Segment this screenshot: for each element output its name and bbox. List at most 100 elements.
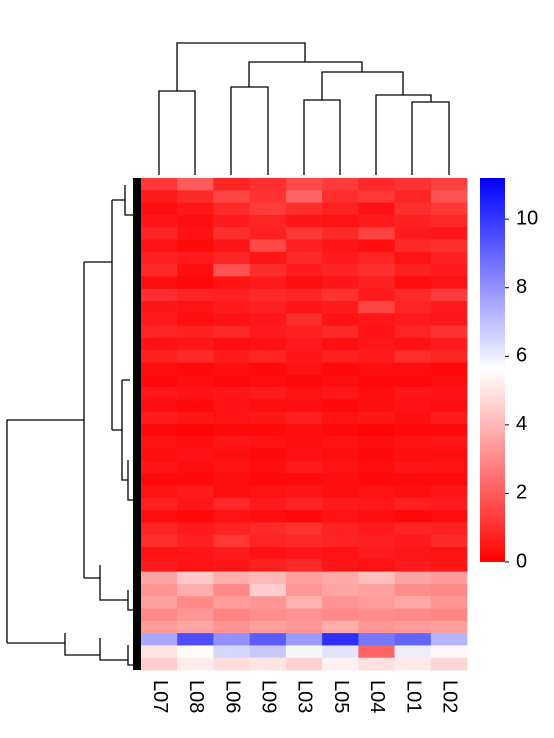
cell	[394, 583, 432, 597]
cell	[177, 633, 214, 646]
column-label: L05	[330, 680, 352, 713]
cell	[249, 608, 287, 622]
cell	[358, 399, 395, 413]
cell	[177, 337, 214, 351]
cell	[394, 276, 432, 290]
cell	[285, 202, 323, 216]
cell	[177, 301, 214, 314]
cell	[213, 596, 251, 609]
cell	[358, 460, 395, 474]
cell	[141, 522, 178, 536]
cell	[322, 571, 359, 585]
cell	[285, 608, 323, 622]
cell	[285, 645, 323, 659]
cell	[430, 633, 468, 646]
cell	[249, 522, 287, 536]
cell	[430, 178, 468, 191]
cell	[249, 350, 287, 363]
cell	[322, 633, 359, 646]
cell	[249, 374, 287, 388]
cell	[177, 214, 214, 228]
cell	[358, 596, 395, 609]
cell	[430, 485, 468, 499]
cell	[141, 239, 178, 253]
cell	[177, 522, 214, 536]
cell	[213, 424, 251, 437]
cell	[358, 325, 395, 339]
cell	[177, 325, 214, 339]
cell	[141, 288, 178, 302]
cell	[285, 350, 323, 363]
cell	[177, 313, 214, 326]
cell	[141, 350, 178, 363]
cell	[322, 645, 359, 659]
cell	[213, 485, 251, 499]
cell	[394, 313, 432, 326]
cell	[358, 276, 395, 290]
cell	[249, 510, 287, 523]
cell	[213, 522, 251, 536]
cell	[285, 473, 323, 486]
cell	[358, 264, 395, 277]
cell	[213, 264, 251, 277]
cell	[249, 620, 287, 634]
cell	[394, 547, 432, 560]
cell	[141, 313, 178, 326]
cell	[394, 239, 432, 253]
column-label: L04	[366, 680, 388, 713]
cell	[394, 596, 432, 609]
cell	[285, 399, 323, 413]
cell	[177, 657, 214, 671]
cell	[430, 497, 468, 511]
cell	[177, 608, 214, 622]
cell	[141, 202, 178, 216]
cell	[213, 534, 251, 548]
cell	[213, 608, 251, 622]
cell	[322, 387, 359, 400]
cell	[177, 448, 214, 462]
cell	[322, 288, 359, 302]
cell	[177, 645, 214, 659]
cell	[358, 547, 395, 560]
color-key-label: 2	[516, 482, 527, 504]
cell	[249, 190, 287, 203]
cell	[141, 608, 178, 622]
cell	[177, 547, 214, 560]
column-label: L09	[257, 680, 279, 713]
cell	[141, 497, 178, 511]
cell	[285, 251, 323, 265]
cell	[358, 645, 395, 659]
cell	[249, 288, 287, 302]
color-key	[480, 178, 505, 562]
cell	[394, 288, 432, 302]
cell	[177, 288, 214, 302]
cell	[213, 239, 251, 253]
cell	[141, 424, 178, 437]
cell	[358, 633, 395, 646]
cell	[322, 301, 359, 314]
cell	[213, 227, 251, 240]
cell	[177, 202, 214, 216]
cell	[285, 301, 323, 314]
cell	[358, 497, 395, 511]
cell	[177, 411, 214, 425]
cell	[177, 559, 214, 572]
cell	[322, 202, 359, 216]
cell	[394, 374, 432, 388]
cell	[177, 510, 214, 523]
cell	[394, 645, 432, 659]
cell	[322, 350, 359, 363]
cell	[177, 190, 214, 203]
cell	[177, 424, 214, 437]
cell	[249, 534, 287, 548]
cell	[213, 387, 251, 400]
cell	[213, 510, 251, 523]
cell	[322, 251, 359, 265]
cell	[285, 510, 323, 523]
cell	[358, 362, 395, 376]
cell	[285, 596, 323, 609]
cell	[177, 497, 214, 511]
cell	[249, 411, 287, 425]
cell	[285, 239, 323, 253]
